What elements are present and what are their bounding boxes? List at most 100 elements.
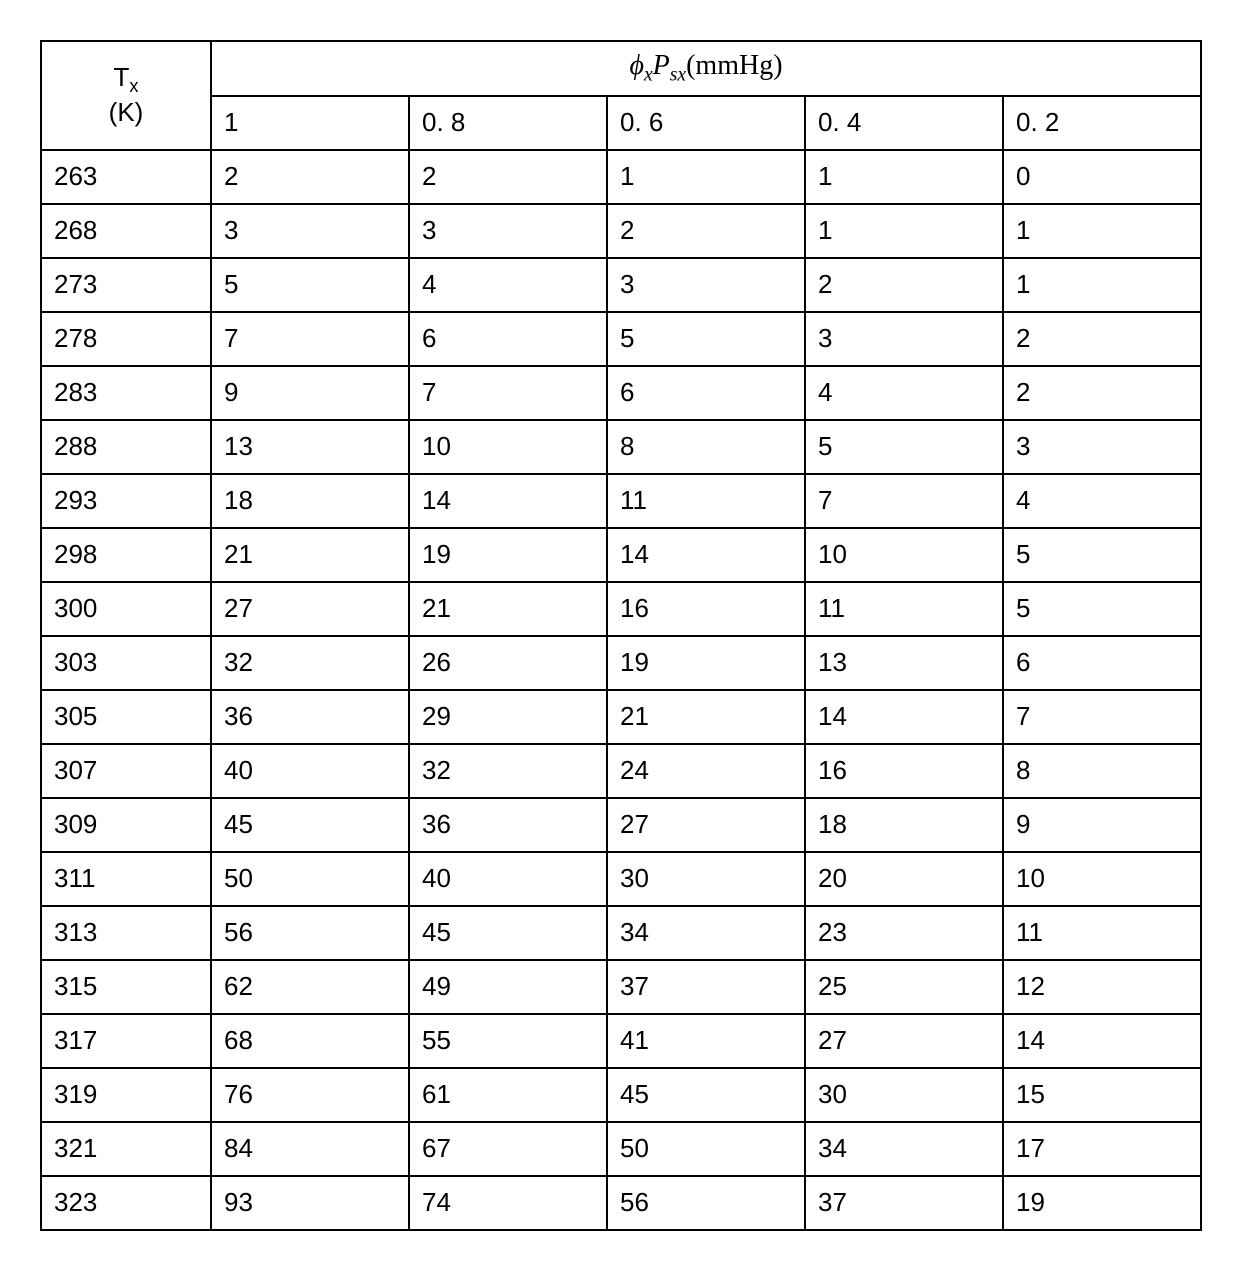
cell-value: 5 — [1003, 528, 1201, 582]
cell-value: 8 — [1003, 744, 1201, 798]
cell-tx: 293 — [41, 474, 211, 528]
cell-tx: 323 — [41, 1176, 211, 1230]
table-row: 27876532 — [41, 312, 1201, 366]
table-row: 3115040302010 — [41, 852, 1201, 906]
cell-value: 45 — [607, 1068, 805, 1122]
cell-value: 76 — [211, 1068, 409, 1122]
cell-value: 50 — [607, 1122, 805, 1176]
cell-value: 15 — [1003, 1068, 1201, 1122]
cell-value: 7 — [1003, 690, 1201, 744]
table-row: 26833211 — [41, 204, 1201, 258]
table-row: 2881310853 — [41, 420, 1201, 474]
cell-value: 1 — [607, 150, 805, 204]
cell-value: 2 — [1003, 312, 1201, 366]
cell-value: 7 — [409, 366, 607, 420]
cell-value: 1 — [805, 204, 1003, 258]
cell-value: 14 — [805, 690, 1003, 744]
cell-value: 56 — [607, 1176, 805, 1230]
cell-value: 61 — [409, 1068, 607, 1122]
cell-value: 68 — [211, 1014, 409, 1068]
cell-value: 50 — [211, 852, 409, 906]
cell-value: 23 — [805, 906, 1003, 960]
cell-value: 3 — [211, 204, 409, 258]
cell-value: 26 — [409, 636, 607, 690]
cell-tx: 315 — [41, 960, 211, 1014]
cell-value: 10 — [1003, 852, 1201, 906]
cell-value: 34 — [607, 906, 805, 960]
cell-value: 41 — [607, 1014, 805, 1068]
cell-value: 2 — [1003, 366, 1201, 420]
cell-value: 14 — [409, 474, 607, 528]
cell-value: 8 — [607, 420, 805, 474]
cell-value: 10 — [409, 420, 607, 474]
table-row: 28397642 — [41, 366, 1201, 420]
cell-value: 27 — [805, 1014, 1003, 1068]
cell-value: 12 — [1003, 960, 1201, 1014]
cell-value: 36 — [409, 798, 607, 852]
cell-value: 18 — [805, 798, 1003, 852]
cell-value: 55 — [409, 1014, 607, 1068]
subheader-2: 0. 6 — [607, 96, 805, 150]
cell-value: 5 — [805, 420, 1003, 474]
cell-value: 93 — [211, 1176, 409, 1230]
cell-value: 24 — [607, 744, 805, 798]
subheader-3: 0. 4 — [805, 96, 1003, 150]
cell-tx: 278 — [41, 312, 211, 366]
cell-value: 40 — [409, 852, 607, 906]
cell-value: 7 — [805, 474, 1003, 528]
table-body: 2632211026833211273543212787653228397642… — [41, 150, 1201, 1230]
cell-value: 2 — [409, 150, 607, 204]
table-row: 3156249372512 — [41, 960, 1201, 1014]
cell-value: 1 — [1003, 258, 1201, 312]
cell-value: 10 — [805, 528, 1003, 582]
table-row: 3218467503417 — [41, 1122, 1201, 1176]
cell-tx: 305 — [41, 690, 211, 744]
cell-value: 2 — [607, 204, 805, 258]
table-row: 307403224168 — [41, 744, 1201, 798]
cell-value: 0 — [1003, 150, 1201, 204]
cell-tx: 268 — [41, 204, 211, 258]
cell-tx: 288 — [41, 420, 211, 474]
subheader-1: 0. 8 — [409, 96, 607, 150]
cell-value: 1 — [805, 150, 1003, 204]
table-row: 3176855412714 — [41, 1014, 1201, 1068]
cell-value: 37 — [607, 960, 805, 1014]
cell-value: 45 — [409, 906, 607, 960]
cell-value: 67 — [409, 1122, 607, 1176]
table-row: 26322110 — [41, 150, 1201, 204]
cell-tx: 298 — [41, 528, 211, 582]
cell-value: 74 — [409, 1176, 607, 1230]
cell-value: 4 — [1003, 474, 1201, 528]
cell-value: 30 — [607, 852, 805, 906]
cell-value: 40 — [211, 744, 409, 798]
cell-tx: 317 — [41, 1014, 211, 1068]
cell-value: 3 — [607, 258, 805, 312]
cell-tx: 273 — [41, 258, 211, 312]
table-row: 3197661453015 — [41, 1068, 1201, 1122]
cell-tx: 321 — [41, 1122, 211, 1176]
cell-tx: 300 — [41, 582, 211, 636]
cell-value: 19 — [409, 528, 607, 582]
header-row-1: Tx (K) ϕxPsx(mmHg) — [41, 41, 1201, 96]
cell-value: 5 — [211, 258, 409, 312]
cell-value: 14 — [607, 528, 805, 582]
data-table: Tx (K) ϕxPsx(mmHg) 1 0. 8 0. 6 0. 4 0. 2… — [40, 40, 1202, 1231]
cell-value: 7 — [211, 312, 409, 366]
cell-value: 20 — [805, 852, 1003, 906]
cell-value: 9 — [211, 366, 409, 420]
cell-value: 36 — [211, 690, 409, 744]
cell-value: 2 — [211, 150, 409, 204]
cell-value: 5 — [1003, 582, 1201, 636]
cell-value: 32 — [409, 744, 607, 798]
cell-value: 56 — [211, 906, 409, 960]
cell-value: 32 — [211, 636, 409, 690]
col-header-formula: ϕxPsx(mmHg) — [211, 41, 1201, 96]
cell-value: 6 — [607, 366, 805, 420]
cell-tx: 311 — [41, 852, 211, 906]
cell-value: 11 — [805, 582, 1003, 636]
cell-value: 4 — [805, 366, 1003, 420]
cell-value: 11 — [607, 474, 805, 528]
cell-value: 21 — [607, 690, 805, 744]
cell-value: 16 — [607, 582, 805, 636]
cell-value: 2 — [805, 258, 1003, 312]
